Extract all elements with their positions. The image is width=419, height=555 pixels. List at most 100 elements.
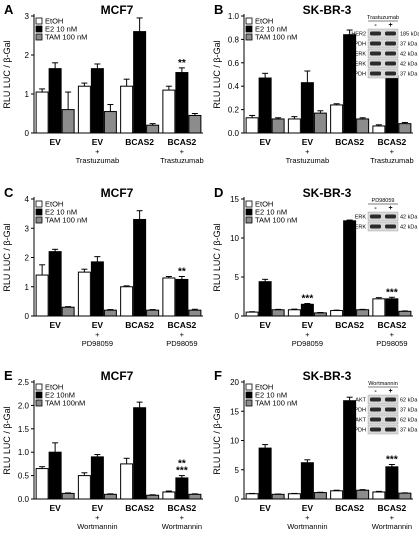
- blot-band: [370, 224, 381, 229]
- bar-tam: [313, 312, 327, 317]
- y-tick-label: 15: [230, 195, 239, 204]
- bar-tam: [313, 492, 327, 500]
- x-tick-label: EV: [49, 320, 61, 330]
- y-tick-label: 1: [25, 90, 30, 99]
- blot-band: [370, 51, 381, 56]
- legend-swatch-e2: [245, 208, 253, 216]
- y-tick-label: 0.6: [228, 59, 240, 68]
- blot-band: [370, 31, 381, 36]
- y-tick-label: 5: [235, 466, 240, 475]
- bar-e2: [90, 456, 104, 500]
- bar-e2: [90, 68, 104, 134]
- x-tick-label: +: [180, 513, 185, 522]
- legend-swatch-tam: [35, 33, 43, 41]
- bar-etoh: [162, 89, 176, 134]
- bar-e2: [175, 477, 189, 500]
- bar-etoh: [120, 463, 134, 500]
- bar-e2: [133, 31, 147, 134]
- bar-tam: [61, 492, 75, 500]
- bar-etoh: [245, 117, 259, 134]
- blot-band: [370, 41, 381, 46]
- bar-tam: [271, 118, 285, 134]
- x-tick-label: BCAS2: [377, 137, 406, 147]
- blot-protein-label: ERK: [355, 215, 367, 221]
- x-tick-label: BCAS2: [335, 320, 364, 330]
- bar-e2: [175, 72, 189, 134]
- x-tick-label: Wortmannin: [162, 522, 202, 531]
- blot-protein-label: ERK: [355, 52, 367, 58]
- x-tick-label: BCAS2: [167, 137, 196, 147]
- blot-size-label: 37 kDa: [400, 408, 418, 414]
- x-tick-label: PD98059: [166, 339, 197, 348]
- y-tick-label: 4: [25, 195, 30, 204]
- x-tick-label: +: [305, 513, 310, 522]
- y-tick-label: 15: [230, 407, 239, 416]
- bar-tam: [188, 309, 202, 317]
- blot-band: [385, 417, 396, 422]
- blot-band: [370, 407, 381, 412]
- x-tick-label: +: [390, 147, 395, 156]
- x-tick-label: Trastuzumab: [286, 156, 330, 165]
- y-tick-label: 0.8: [228, 35, 240, 44]
- blot-band: [385, 31, 396, 36]
- panel-letter: C: [4, 185, 14, 200]
- blot-size-label: 62 kDa: [400, 418, 418, 424]
- y-tick-label: 0: [235, 312, 240, 321]
- bar-etoh: [287, 118, 301, 134]
- blot-size-label: 42 kDa: [400, 225, 418, 231]
- bar-e2: [300, 303, 314, 317]
- blot-band: [385, 71, 396, 76]
- y-tick-label: 5: [235, 273, 240, 282]
- blot-strip: [367, 58, 399, 69]
- bar-e2: [385, 75, 399, 134]
- legend-label-e2: E2 10 nM: [45, 25, 77, 34]
- bar-tam: [103, 493, 117, 500]
- blot-strip: [367, 68, 399, 79]
- x-tick-label: +: [180, 147, 185, 156]
- bar-etoh: [287, 309, 301, 317]
- legend-swatch-e2: [245, 25, 253, 33]
- panel-b: B SK-BR-3 RLU LUC / β-Gal 0.0 0.2 0.4 0.6 0.8 1.…: [212, 2, 419, 165]
- significance-mark: ***: [176, 466, 188, 477]
- x-tick-label: +: [95, 513, 100, 522]
- blot-protein-label: GAPDH: [346, 72, 366, 78]
- panel-letter: A: [4, 2, 14, 17]
- blot-header: PD98059: [372, 198, 395, 204]
- blot-size-label: 37 kDa: [400, 72, 418, 78]
- bar-tam: [398, 492, 412, 500]
- x-tick-label: EV: [302, 503, 314, 513]
- blot-protein-label: pERK: [352, 62, 367, 68]
- blot-protein-label: AKT: [355, 398, 366, 404]
- legend-label-etoh: EtOH: [255, 17, 273, 26]
- y-tick-label: 0: [25, 129, 30, 138]
- x-tick-label: EV: [259, 137, 271, 147]
- y-axis-label: RLU LUC / β-Gal: [2, 40, 12, 108]
- y-tick-label: 0: [25, 312, 30, 321]
- bar-tam: [398, 123, 412, 134]
- x-tick-label: BCAS2: [377, 503, 406, 513]
- bar-tam: [103, 111, 117, 134]
- x-tick-label: +: [95, 147, 100, 156]
- bar-etoh: [162, 277, 176, 317]
- bar-etoh: [77, 271, 91, 317]
- x-tick-label: Trastuzumab: [76, 156, 120, 165]
- chart-title: MCF7: [101, 3, 134, 17]
- bar-tam: [356, 489, 370, 500]
- legend-label-e2: E2 10 nM: [255, 391, 287, 400]
- x-tick-label: PD98059: [376, 339, 407, 348]
- bar-e2: [343, 34, 357, 134]
- blot-protein-label: GAPDH: [346, 428, 366, 434]
- bar-etoh: [330, 490, 344, 500]
- bar-tam: [146, 124, 160, 134]
- legend-swatch-etoh: [35, 383, 43, 391]
- x-tick-label: EV: [92, 137, 104, 147]
- x-tick-label: BCAS2: [125, 503, 154, 513]
- significance-mark: ***: [386, 454, 398, 465]
- legend-swatch-etoh: [35, 200, 43, 208]
- legend-swatch-e2: [245, 391, 253, 399]
- legend-label-etoh: EtOH: [45, 200, 63, 209]
- blot-strip: [367, 38, 399, 49]
- legend-swatch-etoh: [35, 17, 43, 25]
